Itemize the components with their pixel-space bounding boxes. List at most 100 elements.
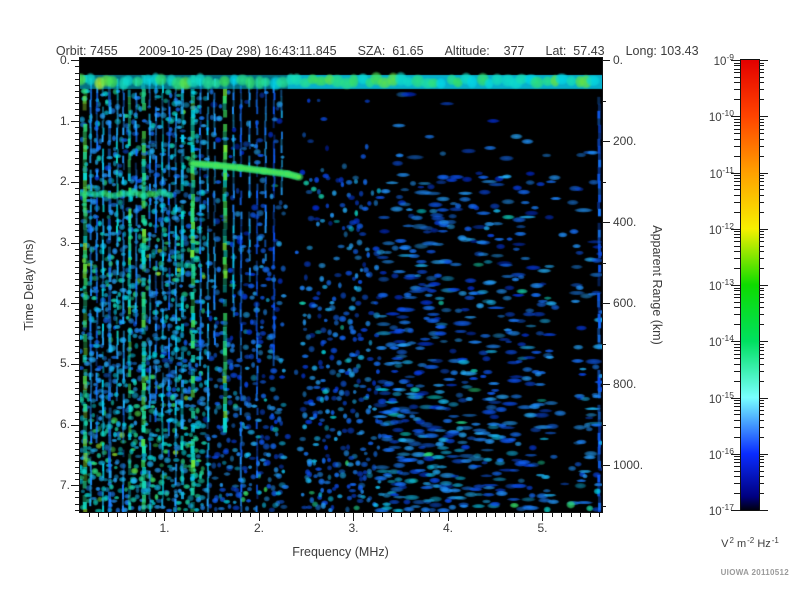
y-axis-major-tick: [71, 181, 79, 183]
colorbar-tick-label: 10-15: [690, 390, 734, 406]
x-axis-major-tick: [353, 513, 355, 521]
y-axis-minor-tick: [75, 200, 79, 202]
y-axis-minor-tick: [75, 218, 79, 220]
colorbar-minor-tick-left: [734, 268, 740, 270]
x-axis-tick-label: 2.: [253, 521, 264, 535]
range-axis-tick-label: 1000.: [613, 457, 644, 472]
colorbar-minor-tick-right: [759, 402, 764, 404]
x-axis-minor-tick: [240, 513, 242, 517]
colorbar-major-tick-right: [759, 341, 768, 343]
x-axis-minor-tick: [410, 513, 412, 517]
x-axis-minor-tick: [419, 513, 421, 517]
colorbar-minor-tick-right: [759, 426, 764, 428]
range-axis-minor-tick: [602, 100, 606, 102]
y-axis-minor-tick: [75, 357, 79, 359]
cb-label-base: 10: [708, 337, 722, 350]
colorbar-minor-tick-left: [734, 324, 740, 326]
colorbar-minor-tick-right: [759, 363, 764, 365]
colorbar-tick-label: 10-16: [690, 446, 734, 462]
colorbar-minor-tick-left: [734, 245, 740, 247]
colorbar-minor-tick-right: [759, 251, 764, 253]
colorbar-minor-tick-left: [734, 459, 740, 461]
x-axis-title: Frequency (MHz): [292, 545, 389, 559]
x-axis-minor-tick: [315, 513, 317, 517]
y-axis-minor-tick: [75, 115, 79, 117]
x-axis-tick-label: 1.: [159, 521, 170, 535]
colorbar-minor-tick-right: [759, 121, 764, 123]
x-axis-minor-tick: [495, 513, 497, 517]
colorbar-minor-tick-left: [734, 409, 740, 411]
colorbar-minor-tick-right: [759, 293, 764, 295]
x-axis-minor-tick: [533, 513, 535, 517]
colorbar-major-tick-right: [759, 228, 768, 230]
range-axis-minor-tick: [602, 505, 606, 507]
y-axis-minor-tick: [75, 224, 79, 226]
colorbar-minor-tick-right: [759, 231, 764, 233]
y-axis-minor-tick: [75, 248, 79, 250]
y-axis-tick-label: 2.: [59, 174, 70, 189]
y-axis-minor-tick: [75, 151, 79, 153]
y-axis-minor-tick: [75, 90, 79, 92]
x-axis-minor-tick: [438, 513, 440, 517]
colorbar-minor-tick-left: [734, 121, 740, 123]
colorbar-unit-label: V2 m-2 Hz-1: [698, 536, 800, 550]
y-axis-minor-tick: [75, 351, 79, 353]
y-axis-major-tick: [71, 424, 79, 426]
range-axis-minor-tick: [602, 181, 606, 183]
x-axis-tick-label: 3.: [348, 521, 359, 535]
y-axis-minor-tick: [75, 278, 79, 280]
y-axis-tick-label: 6.: [59, 417, 70, 432]
x-axis-minor-tick: [192, 513, 194, 517]
x-axis-major-tick: [164, 513, 166, 521]
colorbar-minor-tick-right: [759, 456, 764, 458]
y-axis-minor-tick: [75, 272, 79, 274]
colorbar-major-tick-right: [759, 510, 768, 511]
colorbar-minor-tick-left: [734, 406, 740, 408]
x-axis-minor-tick: [249, 513, 251, 517]
colorbar-minor-tick-right: [759, 268, 764, 270]
x-axis-minor-tick: [221, 513, 223, 517]
cb-label-exponent: -10: [721, 108, 734, 119]
y-axis-minor-tick: [75, 285, 79, 286]
x-axis-minor-tick: [88, 513, 90, 517]
colorbar-minor-tick-left: [734, 128, 740, 130]
unit-part: V: [721, 538, 729, 550]
colorbar-minor-tick-left: [734, 466, 740, 468]
colorbar-minor-tick-left: [734, 297, 740, 299]
colorbar-minor-tick-left: [734, 241, 740, 243]
range-axis-major-tick: [602, 222, 610, 224]
y-axis-minor-tick: [75, 145, 79, 147]
colorbar-minor-tick-right: [759, 133, 764, 135]
y-axis-minor-tick: [75, 327, 79, 329]
colorbar-minor-tick-left: [734, 82, 740, 84]
x-axis-minor-tick: [391, 513, 393, 517]
colorbar-minor-tick-right: [759, 258, 764, 260]
y-axis-minor-tick: [75, 212, 79, 214]
y-axis-minor-tick: [75, 448, 79, 450]
colorbar-minor-tick-right: [759, 245, 764, 247]
y-axis-tick-label: 0.: [59, 52, 70, 67]
y-axis-minor-tick: [75, 78, 79, 80]
x-axis-minor-tick: [551, 513, 553, 517]
y-axis-minor-tick: [75, 309, 79, 311]
colorbar-major-tick-right: [759, 453, 768, 455]
x-axis-minor-tick: [325, 513, 327, 517]
colorbar-minor-tick-left: [734, 251, 740, 253]
colorbar-major-tick-left: [731, 453, 740, 455]
colorbar-minor-tick-right: [759, 349, 764, 351]
x-axis-tick-label: 5.: [537, 521, 548, 535]
y-axis-minor-tick: [75, 497, 79, 499]
y-axis-minor-tick: [75, 254, 79, 256]
x-axis-major-tick: [258, 513, 260, 521]
x-axis-minor-tick: [589, 513, 591, 517]
y-axis-minor-tick: [75, 72, 79, 74]
x-axis-minor-tick: [334, 513, 336, 517]
colorbar-minor-tick-left: [734, 290, 740, 292]
colorbar-minor-tick-right: [759, 358, 764, 360]
colorbar-minor-tick-left: [734, 380, 740, 382]
colorbar-minor-tick-right: [759, 380, 764, 382]
colorbar-major-tick-right: [759, 116, 768, 118]
x-axis-minor-tick: [362, 513, 364, 517]
colorbar-minor-tick-left: [734, 258, 740, 260]
colorbar-minor-tick-left: [734, 358, 740, 360]
